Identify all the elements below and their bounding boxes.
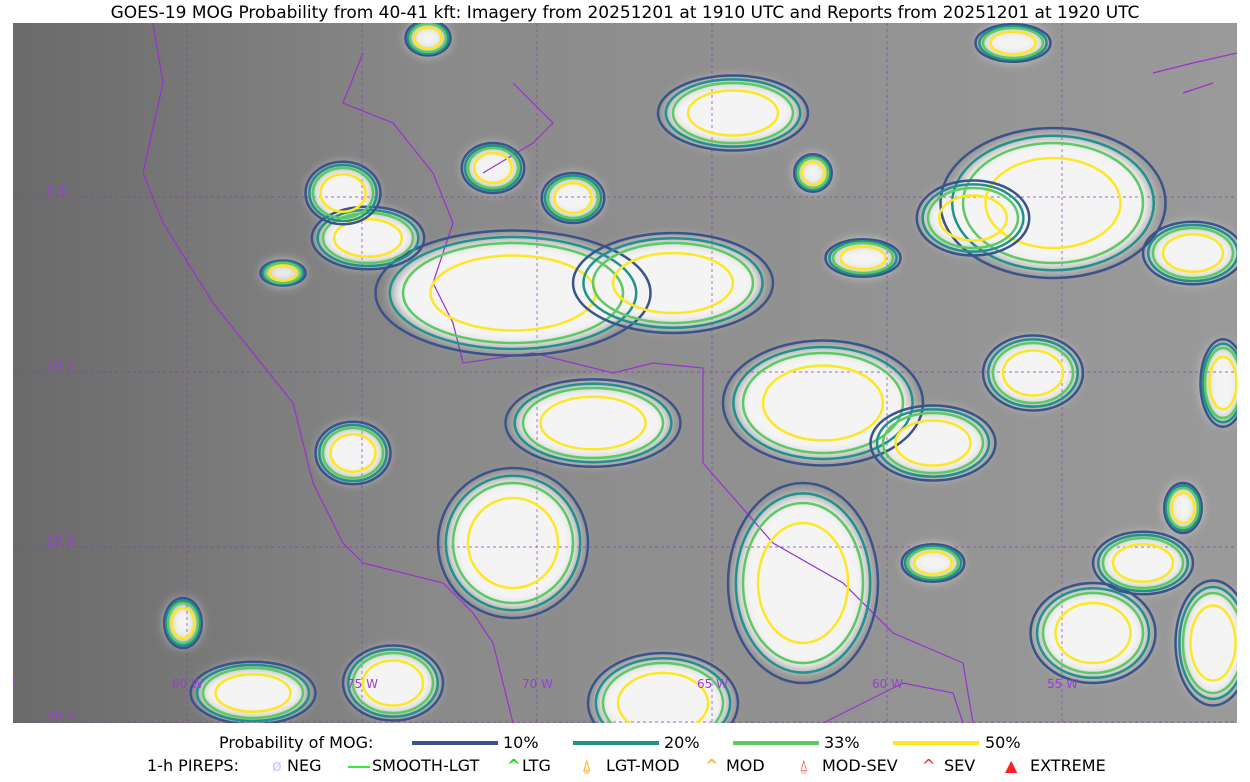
probability-contour-cell [540, 171, 606, 225]
probability-contour-cell [460, 141, 526, 195]
probability-contour-cell [656, 74, 810, 152]
legend-swatch-20 [573, 741, 659, 745]
longitude-label: 55 W [1047, 677, 1078, 691]
probability-contour-cell [1091, 530, 1195, 596]
probability-contour-cell [726, 481, 880, 685]
legend-label-50: 50% [985, 733, 1021, 752]
probability-contour-cell [571, 231, 775, 335]
probability-contour-cell [981, 334, 1085, 412]
pirep-ltg-label: LTG [522, 756, 551, 775]
probability-contour-cell [259, 259, 307, 287]
probability-contour-cell [586, 651, 740, 723]
pirep-mod-sev-label: MOD-SEV [822, 756, 898, 775]
satellite-map: 85 W 80 W 75 W 70 W 65 W 60 W 55 W 5 S 10 S 15 S 2… [13, 23, 1237, 723]
probability-contour-cell [1174, 579, 1237, 707]
legend-label-20: 20% [664, 733, 700, 752]
probability-contour-cell [314, 420, 392, 486]
probability-contour-cell [189, 660, 317, 723]
longitude-label: 70 W [522, 677, 553, 691]
probability-contour-cell [1029, 581, 1157, 685]
probability-contour-cell [915, 179, 1031, 257]
probability-contour-cell [793, 153, 833, 193]
map-title: GOES-19 MOG Probability from 40-41 kft: … [110, 3, 1140, 23]
latitude-label: 20 S [47, 709, 74, 723]
neg-icon: ø [272, 756, 282, 775]
sev-icon: ^ [922, 756, 936, 775]
longitude-label: 85 W [13, 677, 16, 691]
probability-contour-cell [1163, 481, 1203, 535]
latitude-label: 10 S [47, 359, 74, 373]
extreme-icon: ▲ [1005, 756, 1018, 775]
probability-contour-cell [304, 160, 382, 226]
longitude-label: 65 W [697, 677, 728, 691]
probability-contour-cell [436, 466, 590, 620]
pirep-smooth-lgt-label: SMOOTH-LGT [372, 756, 480, 775]
legend-swatch-50 [893, 741, 979, 745]
mod-sev-icon: ⍙ [799, 756, 809, 775]
smooth-lgt-icon [348, 766, 370, 768]
mod-icon: ^ [705, 756, 719, 775]
pirep-extreme-label: EXTREME [1030, 756, 1106, 775]
probability-contour-cell [900, 543, 966, 583]
pireps-legend-label: 1-h PIREPS: [147, 756, 239, 775]
probability-contour-cell [163, 596, 203, 650]
probability-contour-cell [404, 23, 452, 57]
pirep-mod-label: MOD [726, 756, 765, 775]
lgt-mod-icon: ⍙ [582, 756, 592, 775]
ltg-icon: ^ [507, 756, 521, 775]
graticule [13, 23, 1237, 723]
legend-swatch-33 [733, 741, 819, 745]
probability-contour-cell [1199, 338, 1237, 428]
probability-contour-cell [341, 644, 445, 722]
pirep-sev-label: SEV [944, 756, 976, 775]
probability-contour-cell [504, 378, 682, 468]
probability-contour-cell [721, 339, 925, 467]
longitude-label: 75 W [347, 677, 378, 691]
probability-contour-cell [374, 229, 652, 357]
probability-legend-label: Probability of MOG: [219, 733, 374, 752]
probability-contour-cell [939, 126, 1167, 280]
legend-label-33: 33% [824, 733, 860, 752]
longitude-label: 60 W [872, 677, 903, 691]
probability-contour-cell [974, 23, 1052, 63]
latitude-label: 15 S [47, 534, 74, 548]
probability-contour-cell [1141, 220, 1237, 286]
legend-label-10: 10% [503, 733, 539, 752]
longitude-label: 80 W [172, 677, 203, 691]
legend-swatch-10 [412, 741, 498, 745]
probability-contour-cell [824, 238, 902, 278]
latitude-label: 5 S [47, 184, 66, 198]
pirep-lgt-mod-label: LGT-MOD [606, 756, 680, 775]
pirep-neg-label: NEG [287, 756, 322, 775]
probability-contour-cell [869, 404, 997, 482]
country-borders [142, 23, 1237, 723]
